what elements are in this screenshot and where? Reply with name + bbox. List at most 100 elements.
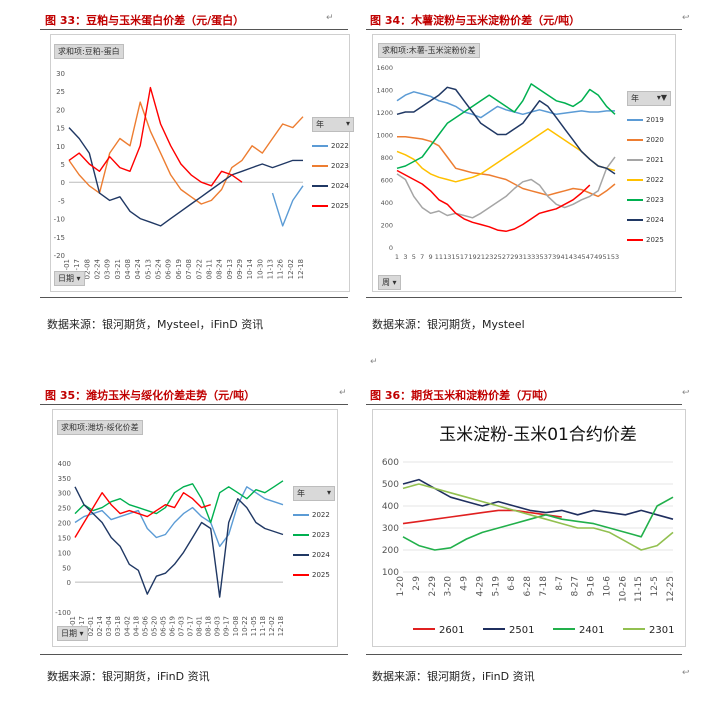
fig33-xtick-label: 12-18	[297, 259, 305, 279]
fig35-xtick-label: 12-18	[277, 616, 285, 636]
fig35-legend-label: 2022	[312, 511, 330, 519]
fig33-series-2023	[68, 101, 304, 205]
fig34-legend-swatch	[627, 239, 643, 241]
fig34-field-pill[interactable]: 求和项:木薯-玉米淀粉价差	[378, 43, 480, 58]
fig33-legend-swatch	[312, 165, 328, 167]
fig36-xtick-label: 12-5	[650, 576, 660, 596]
fig35-field-pill[interactable]: 求和项:潍坊-绥化价差	[57, 420, 143, 435]
divider	[366, 404, 682, 405]
fig35-series-2024	[74, 486, 284, 598]
fig34-series-2023	[396, 83, 616, 170]
fig34-panel: 求和项:木薯-玉米淀粉价差 0 200 400 600 800 1000 1200 1400 1…	[372, 34, 676, 292]
fig35-date-filter[interactable]: 日期 ▾	[57, 626, 88, 641]
fig35-legend-item-2025: 2025	[293, 565, 335, 585]
fig33-xtick-label: 02-24	[94, 258, 102, 279]
fig34-legend-item-2024: 2024	[627, 210, 671, 230]
fig34-source: 数据来源：银河期货，Mysteel	[372, 318, 525, 331]
fig36-legend-label-2601: 2601	[439, 625, 464, 636]
fig35-ytick-label: -100	[55, 609, 71, 617]
fig33-xtick-label: 07-22	[195, 259, 203, 279]
fig33-series-2025	[68, 86, 243, 187]
fig33-chart: -20 -15 -10 -5 0 5 10 15 20 25 30 01-01 01-17 02-08 02…	[54, 70, 305, 279]
fig33-panel: 求和项:豆粕-蛋白 -20 -15 -10 -5 0 5 10 15 20 25 30 01-01 01…	[50, 34, 354, 292]
fig36-xtick-label: 6-28	[523, 576, 533, 597]
fig36-series-2301	[402, 483, 674, 551]
fig36-legend-label-2301: 2301	[649, 625, 674, 636]
fig36-xtick-label: 12-25	[666, 576, 676, 602]
divider	[40, 297, 348, 298]
fig33-date-filter[interactable]: 日期 ▾	[54, 271, 85, 286]
fig35-ytick-label: 150	[58, 534, 71, 542]
fig33-legend-swatch	[312, 185, 328, 187]
fig33-legend-swatch	[312, 205, 328, 207]
fig36-xtick-label: 10-6	[602, 576, 612, 597]
fig34-legend-item-2019: 2019	[627, 110, 671, 130]
fig34-legend-swatch	[627, 159, 643, 161]
fig36-xtick-label: 8-7	[555, 576, 565, 591]
fig35-source: 数据来源：银河期货，iFinD 资讯	[47, 670, 210, 683]
divider	[40, 404, 348, 405]
fig33-xtick-label: 05-24	[155, 258, 163, 279]
fig36-panel: 玉米淀粉-玉米01合约价差 100 200 300 400 500 600 1-20 2-9 2-…	[372, 409, 686, 647]
divider	[40, 654, 348, 655]
fig35-xtick-label: 03-18	[114, 616, 122, 636]
fig36-xtick-label: 2-9	[412, 576, 422, 591]
fig34-xtick-label: 49	[594, 253, 602, 261]
fig36-ytick-label: 100	[382, 568, 399, 578]
fig36-xtick-label: 10-26	[618, 576, 628, 602]
fig34-xtick-label: 53	[611, 253, 619, 261]
fig34-legend-label: 2024	[646, 216, 664, 224]
fig33-xtick-label: 07-08	[185, 259, 193, 279]
fig33-field-pill[interactable]: 求和项:豆粕-蛋白	[54, 44, 124, 59]
fig34-xtick-label: 17	[460, 253, 468, 261]
fig35-legend-item-2023: 2023	[293, 525, 335, 545]
anchor-mark: ↩	[682, 388, 690, 398]
fig33-legend-item-2022: 2022	[312, 136, 354, 156]
fig34-legend-label: 2023	[646, 196, 664, 204]
fig34-xtick-label: 21	[477, 253, 485, 261]
fig34-legend-swatch	[627, 139, 643, 141]
fig35-legend-swatch	[293, 514, 309, 516]
return-mark: ↵	[339, 388, 347, 398]
fig36-chart-title: 玉米淀粉-玉米01合约价差	[439, 425, 637, 445]
fig36-xtick-label: 6-8	[507, 576, 517, 591]
fig33-ytick-label: 15	[56, 125, 65, 133]
fig33-ytick-label: 25	[56, 88, 65, 96]
fig35-xtick-label: 03-04	[105, 615, 113, 636]
fig34-legend-swatch	[627, 179, 643, 181]
fig35-ytick-label: 50	[62, 564, 71, 572]
fig35-xtick-label: 11-05	[250, 616, 258, 636]
fig36-chart: 玉米淀粉-玉米01合约价差 100 200 300 400 500 600 1-20 2-9 2-…	[382, 425, 676, 636]
fig34-ytick-label: 1000	[376, 132, 393, 140]
fig35-ytick-label: 100	[58, 549, 71, 557]
fig36-xtick-label: 8-27	[571, 576, 581, 596]
fig33-xtick-label: 09-13	[226, 259, 234, 279]
fig33-xtick-label: 11-13	[266, 259, 274, 279]
fig36-xtick-label: 1-20	[396, 576, 406, 597]
fig33-xtick-label: 10-14	[246, 258, 254, 279]
fig34-ytick-label: 1400	[376, 87, 393, 95]
fig34-legend-label: 2021	[646, 156, 664, 164]
fig34-xtick-label: 35	[535, 253, 543, 261]
fig35-xtick-label: 04-02	[123, 616, 131, 636]
fig34-series-2022	[396, 128, 616, 183]
fig34-legend-swatch	[627, 199, 643, 201]
fig33-ytick-label: 5	[61, 161, 65, 169]
fig33-legend-header[interactable]: 年 ▾	[312, 117, 354, 132]
fig35-legend-header[interactable]: 年 ▾	[293, 486, 335, 501]
fig34-xtick-label: 7	[420, 253, 424, 261]
fig34-xtick-label: 43	[569, 253, 577, 261]
fig36-legend-label-2401: 2401	[579, 625, 604, 636]
fig35-legend-swatch	[293, 554, 309, 556]
fig34-legend-header[interactable]: 年 ▾▼	[627, 91, 671, 106]
fig36-series-2601	[402, 509, 562, 525]
fig34-xtick-label: 25	[493, 253, 501, 261]
fig33-ytick-label: -20	[54, 252, 65, 260]
fig33-xtick-label: 10-30	[256, 259, 264, 279]
fig33-ytick-label: -15	[54, 234, 65, 242]
fig34-legend: 年 ▾▼ 2019 2020 2021 2022 2023 2024 2025	[627, 91, 671, 250]
fig33-series-2022	[271, 185, 304, 227]
fig34-week-filter[interactable]: 周 ▾	[378, 275, 401, 290]
fig34-legend-swatch	[627, 219, 643, 221]
